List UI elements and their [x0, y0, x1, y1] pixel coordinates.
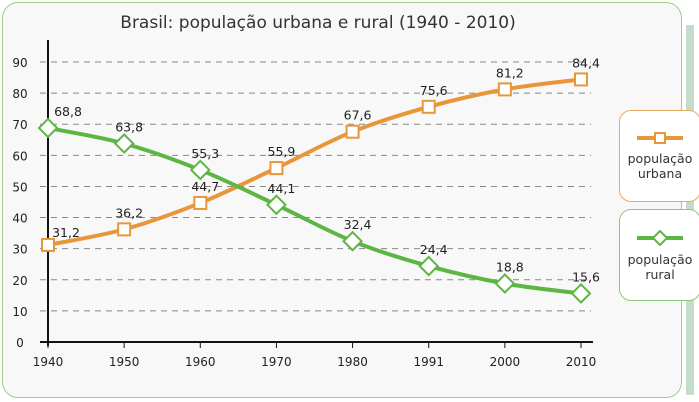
y-tick-label: 70 — [12, 118, 27, 132]
legend-rural-diamond-icon — [637, 230, 683, 246]
rural-data-label: 15,6 — [572, 269, 600, 284]
rural-marker — [494, 273, 516, 294]
rural-series-line — [47, 125, 582, 296]
urban-data-label: 75,6 — [420, 83, 448, 98]
urban-marker — [574, 72, 588, 87]
y-tick-label: 30 — [12, 243, 27, 257]
urban-data-label: 31,2 — [52, 225, 80, 240]
urban-marker — [421, 99, 436, 114]
urban-data-label: 81,2 — [496, 65, 524, 80]
legend-urban-label-2: urbana — [637, 166, 683, 181]
rural-data-label: 63,8 — [115, 120, 143, 135]
urban-marker — [117, 222, 132, 237]
y-tick-label: 10 — [12, 305, 27, 319]
urban-marker — [41, 237, 55, 252]
legend-rural: população rural — [619, 209, 699, 301]
rural-data-label: 55,3 — [191, 146, 219, 161]
urban-data-label: 84,4 — [572, 55, 600, 70]
rural-data-label: 24,4 — [420, 242, 448, 257]
x-tick-label: 1960 — [185, 355, 216, 369]
legend-rural-label-2: rural — [645, 267, 675, 282]
legend-urban-square-icon — [637, 132, 683, 144]
urban-data-label: 55,9 — [268, 144, 296, 159]
legend-rural-label-1: população — [627, 252, 693, 267]
y-tick-label: 40 — [12, 212, 27, 226]
y-tick-label: 60 — [12, 149, 27, 163]
urban-series-line — [47, 77, 582, 247]
y-tick-label: 20 — [12, 274, 27, 288]
rural-marker — [418, 255, 440, 277]
rural-marker — [570, 283, 592, 304]
rural-marker — [266, 194, 287, 216]
rural-marker — [342, 230, 363, 252]
x-tick-label: 1980 — [337, 355, 368, 369]
x-tick-label: 1950 — [109, 355, 140, 369]
x-tick-label: 2000 — [490, 355, 521, 369]
y-tick-label: 90 — [12, 56, 27, 70]
chart-title: Brasil: população urbana e rural (1940 -… — [120, 13, 515, 33]
y-tick-label: 0 — [16, 336, 24, 350]
rural-data-label: 44,1 — [268, 181, 296, 196]
x-tick-label: 1970 — [261, 355, 292, 369]
x-tick-label: 1940 — [33, 355, 64, 369]
rural-marker — [113, 133, 135, 154]
urban-data-label: 44,7 — [191, 179, 219, 194]
legend-urban: população urbana — [619, 110, 699, 202]
rural-marker — [189, 159, 211, 181]
rural-data-label: 32,4 — [344, 217, 372, 232]
rural-data-label: 18,8 — [496, 260, 524, 275]
chart-frame — [2, 2, 682, 398]
urban-marker — [269, 161, 284, 176]
y-tick-label: 50 — [12, 180, 27, 194]
x-tick-label: 2010 — [566, 355, 597, 369]
rural-marker — [37, 117, 59, 139]
urban-marker — [193, 195, 208, 210]
urban-data-label: 67,6 — [344, 108, 372, 123]
urban-marker — [497, 82, 512, 97]
urban-data-label: 36,2 — [115, 205, 143, 220]
urban-marker — [345, 124, 360, 139]
y-tick-label: 80 — [12, 87, 27, 101]
legend-urban-label-1: população — [627, 151, 693, 166]
x-tick-label: 1991 — [413, 355, 444, 369]
rural-data-label: 68,8 — [54, 104, 82, 119]
